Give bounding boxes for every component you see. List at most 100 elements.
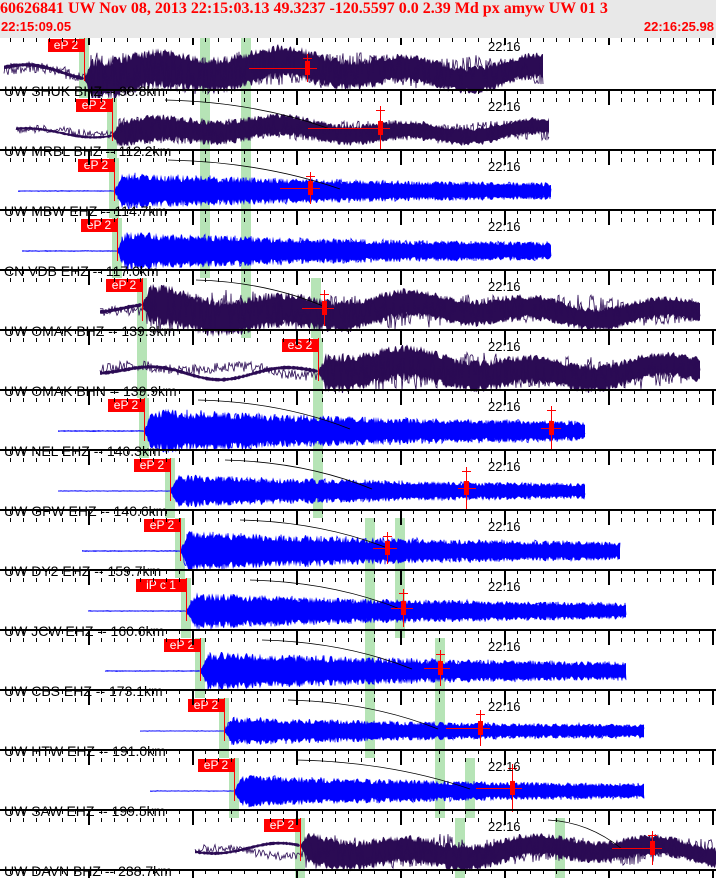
amplitude-marker-tick	[399, 593, 408, 594]
amplitude-marker-tick	[320, 294, 329, 295]
amplitude-marker-tick	[476, 714, 485, 715]
phase-pick-line[interactable]	[186, 578, 187, 622]
amplitude-marker-tick	[462, 471, 471, 472]
window-start-time: 22:15:09.05	[1, 19, 72, 34]
station-label: UW JCW EHZ -- 160.6km	[4, 623, 165, 638]
trace-row[interactable]: eP 2 22:16 UW SHUK BHZ -- 98.8km	[0, 38, 716, 98]
phase-pick-line[interactable]	[300, 818, 301, 862]
axis-time-label: 22:16	[488, 39, 521, 54]
phase-pick-label[interactable]: eP 2	[198, 759, 234, 772]
axis-time-label: 22:16	[488, 579, 521, 594]
trace-row[interactable]: eP 2 22:16 UW DY2 EHZ -- 159.7km	[0, 518, 716, 578]
waveform-trace	[104, 639, 627, 691]
amplitude-marker-peak	[378, 121, 383, 135]
amplitude-marker-peak	[438, 661, 443, 675]
trace-row[interactable]: eP 2 22:16 CN VDB EHZ -- 117.0km	[0, 218, 716, 278]
trace-row[interactable]: eS 2 22:16 UW OMAK BHN -- 139.9km	[0, 338, 716, 398]
phase-pick-label[interactable]: eP 2	[78, 159, 114, 172]
station-label: UW HTW EHZ -- 191.0km	[4, 743, 166, 758]
phase-pick-line[interactable]	[112, 98, 113, 142]
amplitude-marker-peak	[510, 781, 515, 795]
station-label: UW MRBL BHZ -- 112.2km	[4, 143, 172, 158]
phase-pick-label[interactable]: eP 2	[188, 699, 224, 712]
waveform-trace	[21, 231, 552, 271]
station-label: UW SHUK BHZ -- 98.8km	[4, 83, 166, 98]
phase-pick-line[interactable]	[180, 518, 181, 562]
amplitude-marker-peak	[305, 61, 310, 75]
trace-row[interactable]: eP 2 22:16 UW GPW EHZ -- 140.6km	[0, 458, 716, 518]
waveform-trace	[57, 459, 586, 508]
waveform-trace	[99, 344, 701, 394]
phase-pick-line[interactable]	[200, 638, 201, 682]
waveform-trace	[99, 279, 701, 337]
amplitude-marker-tick	[306, 176, 315, 177]
trace-row[interactable]: eP 2 22:16 UW HTW EHZ -- 191.0km	[0, 698, 716, 758]
trace-row[interactable]: eP 2 22:16 UW CBS EHZ -- 173.1km	[0, 638, 716, 698]
trace-row[interactable]: eP 2 22:16 UW NEL EHZ -- 140.3km	[0, 398, 716, 458]
trace-row[interactable]: eP 2 22:16 UW SAW EHZ -- 199.5km	[0, 758, 716, 818]
amplitude-marker-peak	[401, 601, 406, 615]
trace-row[interactable]: eP 2 22:16 UW MBW EHZ -- 114.7km	[0, 158, 716, 218]
axis-time-label: 22:16	[488, 459, 521, 474]
amplitude-marker-tick	[547, 410, 556, 411]
amplitude-marker-peak	[385, 541, 390, 555]
phase-pick-label[interactable]: eP 2	[134, 459, 170, 472]
trace-row[interactable]: eP 2 22:16 UW MRBL BHZ -- 112.2km	[0, 98, 716, 158]
amplitude-marker-horizontal	[308, 127, 390, 129]
waveform-trace	[15, 99, 550, 148]
amplitude-marker-horizontal	[424, 667, 450, 669]
phase-pick-line[interactable]	[170, 458, 171, 502]
phase-pick-label[interactable]: eP 2	[264, 819, 300, 832]
station-label: UW NEL EHZ -- 140.3km	[4, 443, 161, 458]
amplitude-marker-tick	[376, 110, 385, 111]
phase-pick-label[interactable]: eP 2	[76, 99, 112, 112]
axis-time-label: 22:16	[488, 759, 521, 774]
axis-time-label: 22:16	[488, 159, 521, 174]
waveform-trace	[57, 399, 586, 454]
station-label: UW OMAK BHZ -- 139.9km	[4, 323, 176, 338]
axis-time-label: 22:16	[488, 399, 521, 414]
axis-time-label: 22:16	[488, 819, 521, 834]
amplitude-marker-tick	[508, 768, 517, 769]
amplitude-marker-peak	[464, 481, 469, 495]
event-header: 60626841 UW Nov 08, 2013 22:15:03.13 49.…	[0, 0, 716, 38]
waveform-trace	[149, 759, 645, 808]
station-label: UW GPW EHZ -- 140.6km	[4, 503, 168, 518]
axis-time-label: 22:16	[488, 339, 521, 354]
phase-pick-label[interactable]: eS 2	[282, 339, 318, 352]
phase-pick-label[interactable]: eP 2	[48, 39, 84, 52]
phase-pick-label[interactable]: eP 2	[164, 639, 200, 652]
phase-pick-line[interactable]	[142, 278, 143, 322]
station-label: UW DY2 EHZ -- 159.7km	[4, 563, 162, 578]
phase-pick-line[interactable]	[224, 698, 225, 742]
phase-pick-line[interactable]	[117, 218, 118, 262]
phase-pick-line[interactable]	[234, 758, 235, 802]
phase-pick-line[interactable]	[114, 158, 115, 202]
station-label: UW CBS EHZ -- 173.1km	[4, 683, 163, 698]
trace-row[interactable]: iP c 1 22:16 UW JCW EHZ -- 160.6km	[0, 578, 716, 638]
station-label: UW OMAK BHN -- 139.9km	[4, 383, 177, 398]
phase-pick-label[interactable]: eP 2	[144, 519, 180, 532]
window-end-time: 22:16:25.98	[643, 19, 714, 34]
phase-pick-label[interactable]: iP c 1	[136, 579, 186, 592]
phase-pick-line[interactable]	[84, 38, 85, 82]
trace-row[interactable]: eP 2 22:16 UW OMAK BHZ -- 139.9km	[0, 278, 716, 338]
event-summary-line: 60626841 UW Nov 08, 2013 22:15:03.13 49.…	[0, 0, 608, 17]
amplitude-marker-horizontal	[280, 187, 320, 189]
station-label: UW DAVN BHZ -- 238.7km	[4, 863, 172, 878]
axis-time-label: 22:16	[488, 279, 521, 294]
trace-panel[interactable]: eP 2 22:16 UW SHUK BHZ -- 98.8km eP 2 22:16 U…	[0, 38, 716, 878]
phase-pick-label[interactable]: eP 2	[106, 279, 142, 292]
amplitude-marker-peak	[308, 181, 313, 195]
amplitude-marker-horizontal	[612, 847, 662, 849]
phase-pick-label[interactable]: eP 2	[108, 399, 144, 412]
axis-time-label: 22:16	[488, 639, 521, 654]
waveform-trace	[87, 579, 627, 630]
amplitude-marker-peak	[650, 841, 655, 855]
amplitude-marker-horizontal	[249, 67, 317, 69]
trace-row[interactable]: eP 2 22:16 UW DAVN BHZ -- 238.7km	[0, 818, 716, 878]
phase-pick-line[interactable]	[318, 338, 319, 382]
phase-pick-label[interactable]: eP 2	[81, 219, 117, 232]
phase-pick-line[interactable]	[144, 398, 145, 442]
axis-time-label: 22:16	[488, 699, 521, 714]
